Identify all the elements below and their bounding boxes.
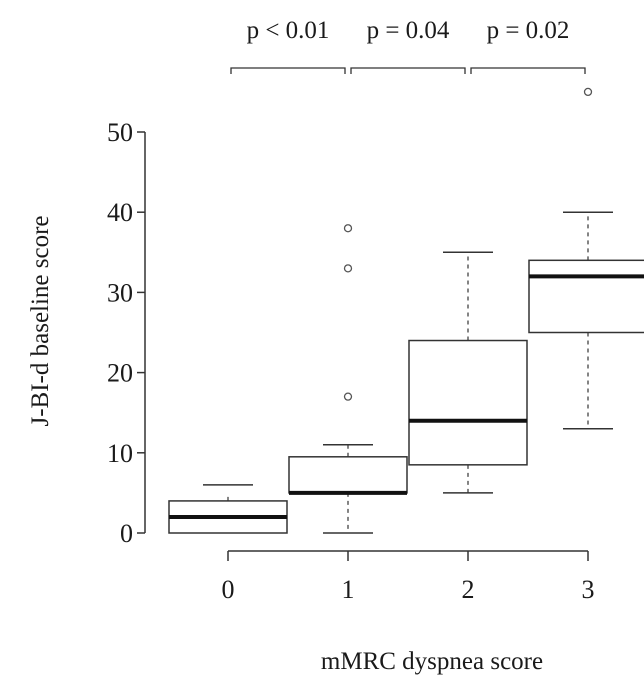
iqr-box — [529, 260, 644, 332]
bracket-line — [471, 68, 585, 74]
bracket-line — [351, 68, 465, 74]
outlier-point — [585, 88, 592, 95]
y-tick-label: 50 — [107, 118, 133, 147]
box-plot-series — [169, 88, 644, 533]
y-axis-label: J-BI-d baseline score — [27, 215, 54, 426]
box-1 — [289, 225, 407, 533]
y-tick-label: 40 — [107, 198, 133, 227]
comparison-bracket: p < 0.01 — [231, 17, 345, 74]
x-tick-label: 2 — [462, 575, 475, 604]
iqr-box — [289, 457, 407, 493]
box-0 — [169, 485, 287, 533]
box-2 — [409, 252, 527, 493]
outlier-point — [345, 393, 352, 400]
x-tick-label: 1 — [342, 575, 355, 604]
x-axis: 0 1 2 3 — [222, 551, 595, 604]
x-tick-label: 0 — [222, 575, 235, 604]
significance-brackets: p < 0.01 p = 0.04 p = 0.02 — [231, 17, 585, 74]
y-tick-label: 30 — [107, 278, 133, 307]
comparison-bracket: p = 0.02 — [471, 17, 585, 74]
comparison-bracket: p = 0.04 — [351, 17, 465, 74]
y-axis: 0 10 20 30 40 50 — [107, 118, 145, 548]
y-tick-label: 20 — [107, 359, 133, 388]
outlier-point — [345, 225, 352, 232]
x-axis-label: mMRC dyspnea score — [321, 648, 543, 675]
y-tick-label: 10 — [107, 439, 133, 468]
box-3 — [529, 88, 644, 428]
p-value-label: p = 0.02 — [487, 17, 570, 44]
p-value-label: p = 0.04 — [367, 17, 450, 44]
p-value-label: p < 0.01 — [247, 17, 330, 44]
iqr-box — [409, 341, 527, 465]
x-tick-label: 3 — [582, 575, 595, 604]
bracket-line — [231, 68, 345, 74]
outlier-point — [345, 265, 352, 272]
y-tick-label: 0 — [120, 519, 133, 548]
